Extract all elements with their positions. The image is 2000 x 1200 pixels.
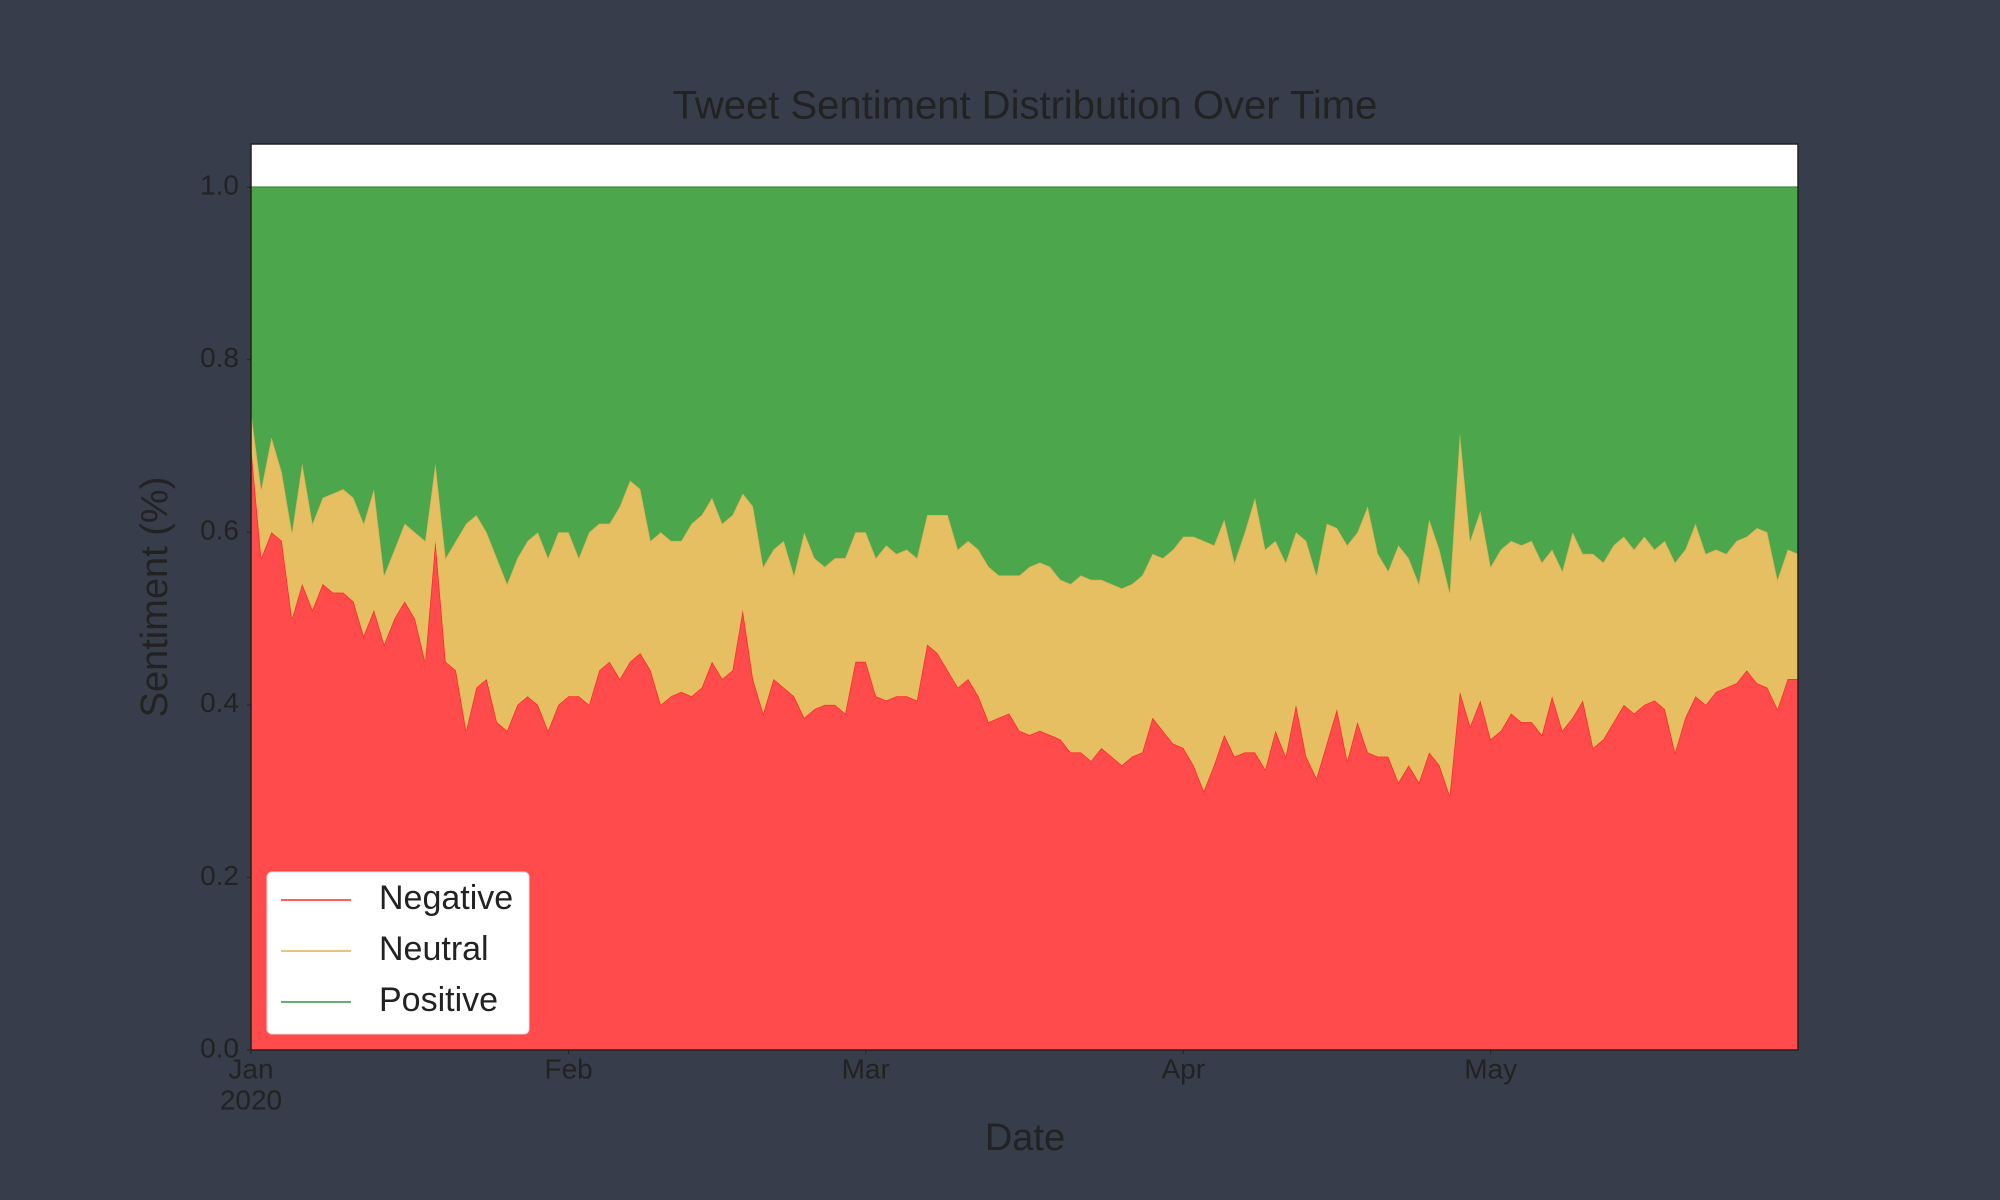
legend-box: [266, 871, 530, 1035]
y-tick-label: 0.8: [200, 342, 239, 373]
x-tick-label: Mar: [842, 1053, 890, 1084]
y-tick-label: 0.2: [200, 860, 239, 891]
x-tick-label: Feb: [544, 1053, 592, 1084]
area: [251, 446, 1798, 1050]
legend-label: Neutral: [379, 930, 489, 968]
legend-label: Negative: [379, 879, 513, 917]
area-edge: [250, 411, 1799, 593]
legend: Negative Neutral Positive: [266, 871, 530, 1035]
area-edge: [250, 445, 1798, 796]
y-axis-label: Sentiment (%): [134, 477, 176, 718]
chart-title: Tweet Sentiment Distribution Over Time: [673, 84, 1378, 128]
x-axis-label: Date: [985, 1117, 1065, 1159]
x-tick-label: May: [1464, 1053, 1517, 1084]
area: [251, 187, 1798, 593]
y-tick-label: 0.4: [200, 687, 239, 718]
x-tick-label: Jan: [228, 1053, 273, 1084]
y-tick-label: 1.0: [200, 170, 239, 201]
plot-frame: [250, 143, 1799, 1051]
x-tick-label: Apr: [1162, 1053, 1206, 1084]
y-tick-label: 0.0: [200, 1032, 239, 1063]
x-year-label: 2020: [220, 1084, 282, 1115]
y-tick-label: 0.6: [200, 515, 239, 546]
area: [251, 411, 1798, 796]
legend-label: Positive: [379, 981, 498, 1019]
